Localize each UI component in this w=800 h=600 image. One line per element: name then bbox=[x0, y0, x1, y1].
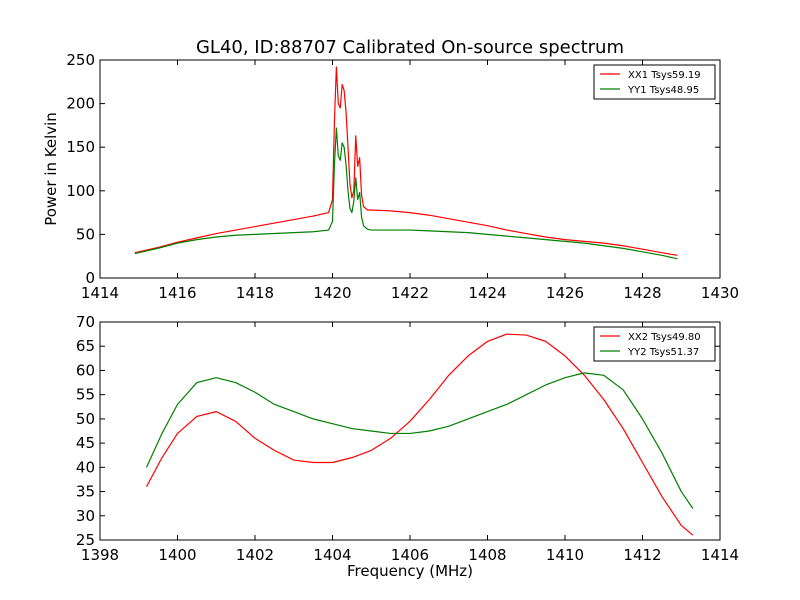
y-tick-label-top: 250 bbox=[66, 51, 95, 69]
y-tick-label-top: 0 bbox=[85, 269, 95, 287]
series-lines-top bbox=[134, 66, 678, 260]
y-tick-label-bottom: 70 bbox=[76, 313, 95, 331]
x-tick-label-top: 1428 bbox=[623, 284, 661, 302]
x-tick-label-bottom: 1398 bbox=[81, 546, 119, 564]
x-tick-label-bottom: 1414 bbox=[701, 546, 739, 564]
plot-frame-bottom bbox=[99, 321, 721, 541]
x-tick-label-top: 1430 bbox=[701, 284, 739, 302]
ticks-bottom: 1398 1400 1402 1404 1406 1408 1410 1412 1414 25 30… bbox=[76, 313, 739, 564]
y-tick-label-top: 150 bbox=[66, 138, 95, 156]
x-tick-label-bottom: 1406 bbox=[391, 546, 429, 564]
x-tick-label-bottom: 1408 bbox=[468, 546, 506, 564]
y-tick-label-top: 50 bbox=[76, 225, 95, 243]
x-axis-label-bottom: Frequency (MHz) bbox=[347, 562, 473, 580]
x-tick-label-bottom: 1402 bbox=[236, 546, 274, 564]
y-tick-label-bottom: 60 bbox=[76, 361, 95, 379]
y-tick-label-bottom: 50 bbox=[76, 410, 95, 428]
legend-box-top bbox=[593, 64, 716, 100]
chart-bottom: 1398 1400 1402 1404 1406 1408 1410 1412 1414 25 30… bbox=[76, 313, 739, 580]
y-tick-label-bottom: 40 bbox=[76, 458, 95, 476]
chart-top: GL40, ID:88707 Calibrated On-source spec… bbox=[42, 37, 739, 302]
x-tick-label-top: 1426 bbox=[546, 284, 584, 302]
y-tick-label-top: 200 bbox=[66, 95, 95, 113]
series-line-top-1 bbox=[134, 127, 678, 260]
legend-bottom: XX2 Tsys49.80 YY2 Tsys51.37 bbox=[593, 326, 716, 362]
legend-label-xx2: XX2 Tsys49.80 bbox=[628, 332, 701, 343]
x-tick-label-bottom: 1412 bbox=[623, 546, 661, 564]
series-line-top-0 bbox=[134, 66, 678, 256]
y-tick-label-bottom: 55 bbox=[76, 386, 95, 404]
x-tick-label-bottom: 1410 bbox=[546, 546, 584, 564]
series-line-bottom-0 bbox=[145, 333, 694, 536]
x-tick-label-top: 1418 bbox=[236, 284, 274, 302]
x-tick-label-top: 1424 bbox=[468, 284, 506, 302]
series-lines-bottom bbox=[145, 333, 694, 536]
legend-label-xx1: XX1 Tsys59.19 bbox=[628, 70, 701, 81]
series-line-bottom-1 bbox=[145, 372, 694, 509]
y-tick-label-bottom: 65 bbox=[76, 337, 95, 355]
x-tick-label-top: 1416 bbox=[158, 284, 196, 302]
y-tick-label-bottom: 45 bbox=[76, 434, 95, 452]
y-axis-label-top: Power in Kelvin bbox=[42, 112, 60, 226]
chart-title: GL40, ID:88707 Calibrated On-source spec… bbox=[196, 37, 624, 58]
x-tick-label-top: 1420 bbox=[313, 284, 351, 302]
legend-label-yy2: YY2 Tsys51.37 bbox=[627, 347, 699, 358]
y-tick-label-bottom: 35 bbox=[76, 483, 95, 501]
legend-top: XX1 Tsys59.19 YY1 Tsys48.95 bbox=[593, 64, 716, 100]
legend-label-yy1: YY1 Tsys48.95 bbox=[627, 85, 699, 96]
ticks-top: 1414 1416 1418 1420 1422 1424 1426 1428 1430 0 50 1… bbox=[66, 51, 739, 302]
x-tick-label-bottom: 1400 bbox=[158, 546, 196, 564]
y-tick-label-bottom: 25 bbox=[76, 531, 95, 549]
y-tick-label-bottom: 30 bbox=[76, 507, 95, 525]
y-tick-label-top: 100 bbox=[66, 182, 95, 200]
x-tick-label-bottom: 1404 bbox=[313, 546, 351, 564]
x-tick-label-top: 1414 bbox=[81, 284, 119, 302]
x-tick-label-top: 1422 bbox=[391, 284, 429, 302]
plot-frame-top bbox=[99, 59, 721, 279]
legend-box-bottom bbox=[593, 326, 716, 362]
